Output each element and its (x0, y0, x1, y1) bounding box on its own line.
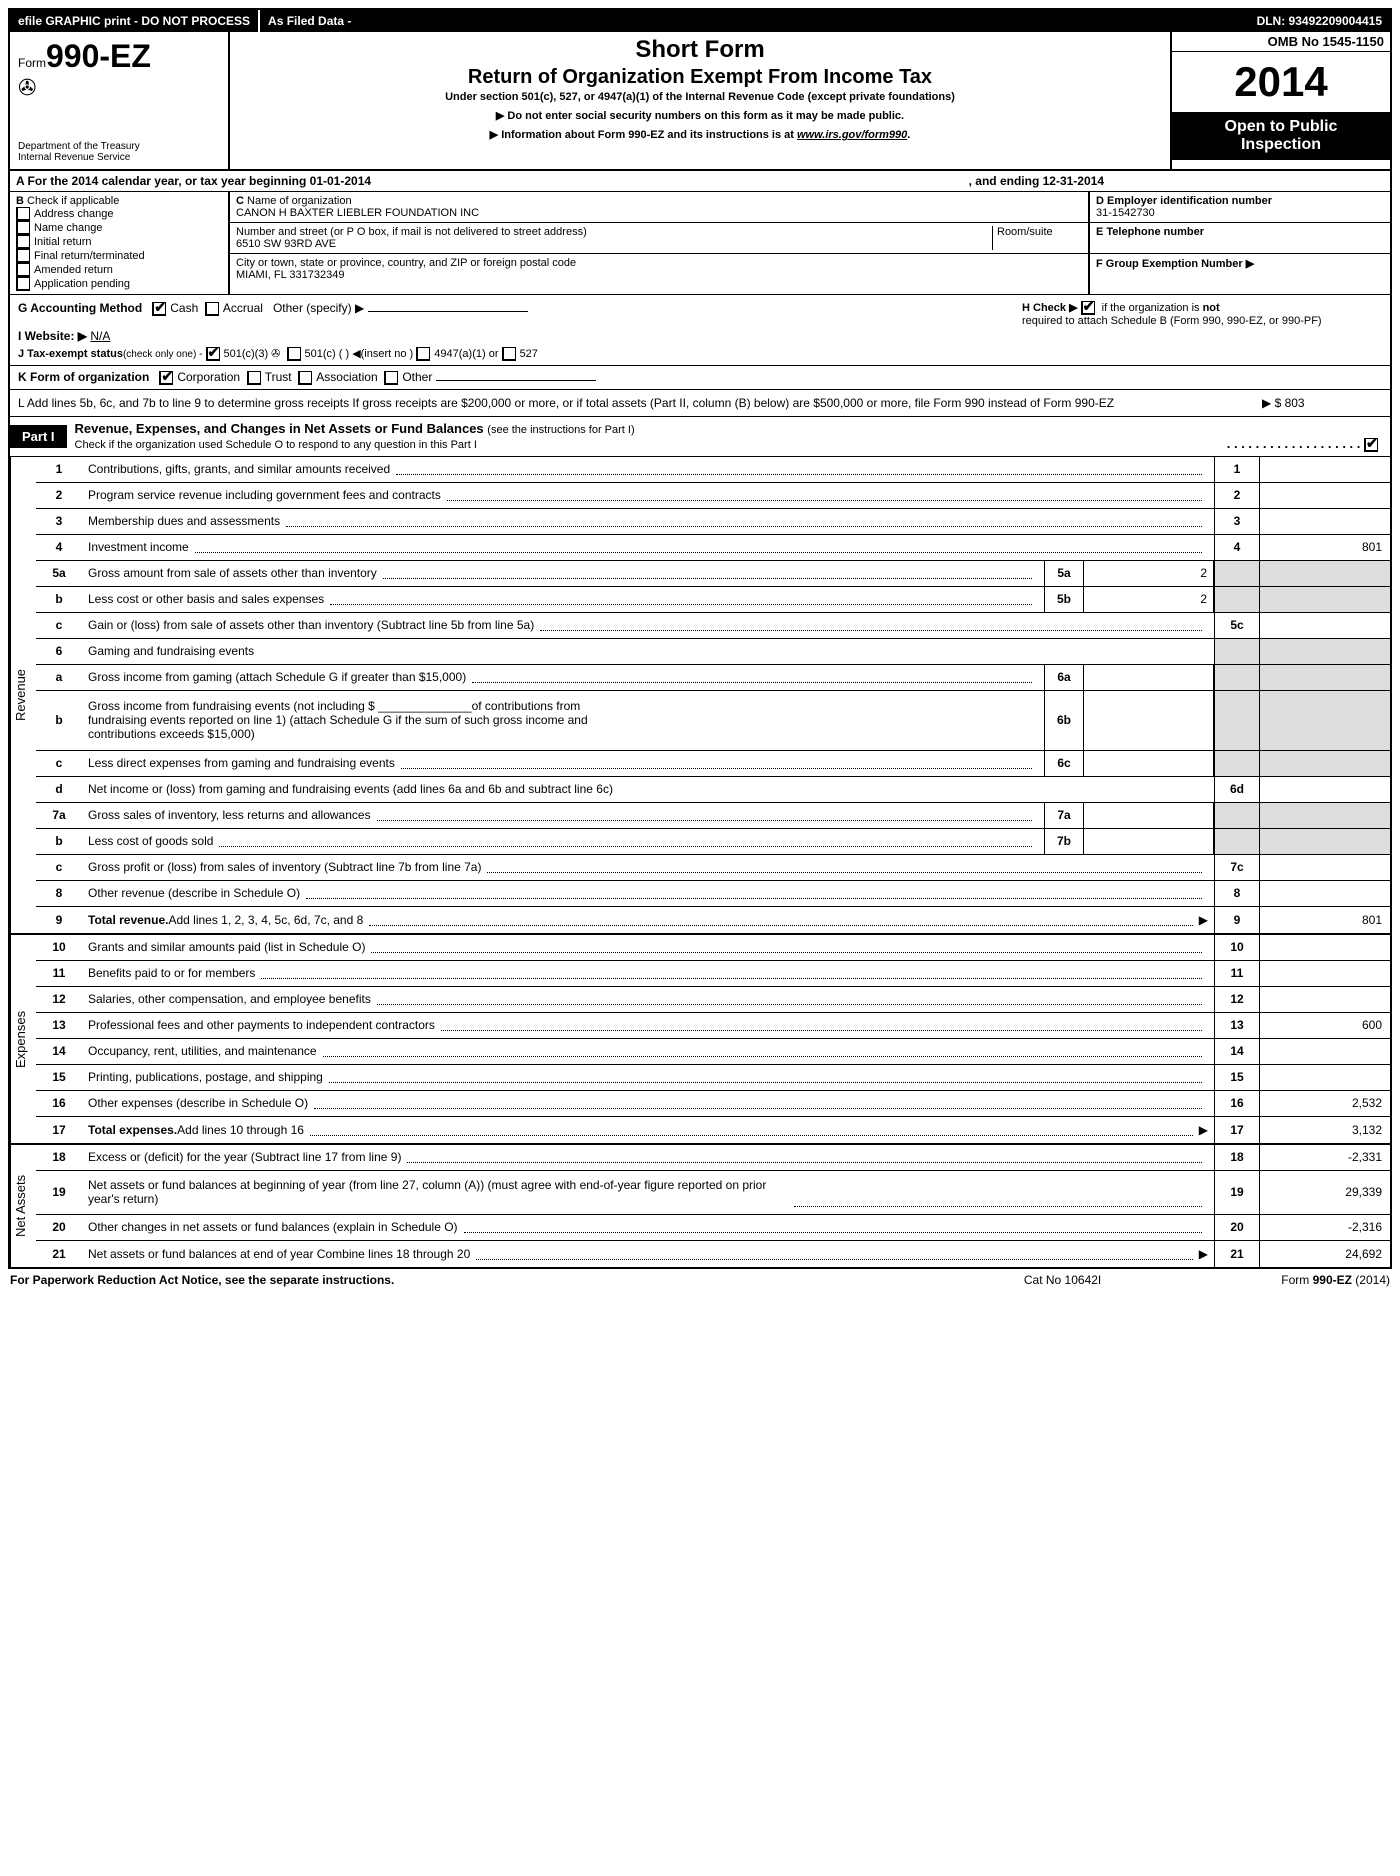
dept-treasury: Department of the Treasury (18, 141, 220, 152)
chk-address-change[interactable] (16, 207, 30, 221)
val-6d (1260, 777, 1390, 802)
section-g-h: G Accounting Method Cash Accrual Other (… (10, 295, 1390, 327)
row-a: A For the 2014 calendar year, or tax yea… (10, 171, 1390, 192)
under-section: Under section 501(c), 527, or 4947(a)(1)… (238, 91, 1162, 103)
org-city: MIAMI, FL 331732349 (236, 269, 344, 281)
chk-527[interactable] (502, 347, 516, 361)
form990-link[interactable]: www.irs.gov/form990 (797, 129, 907, 141)
val-3 (1260, 509, 1390, 534)
val-5b: 2 (1084, 587, 1214, 612)
chk-trust[interactable] (247, 371, 261, 385)
val-19: 29,339 (1260, 1171, 1390, 1214)
val-17: 3,132 (1260, 1117, 1390, 1143)
omb-number: OMB No 1545-1150 (1172, 32, 1390, 52)
part-1-header: Part I Revenue, Expenses, and Changes in… (10, 417, 1390, 457)
page-footer: For Paperwork Reduction Act Notice, see … (8, 1269, 1392, 1291)
cat-no: Cat No 10642I (1024, 1273, 1101, 1287)
chk-schedule-o[interactable] (1364, 438, 1378, 452)
side-net-assets: Net Assets (10, 1145, 36, 1267)
chk-4947[interactable] (416, 347, 430, 361)
row-a-begin: A For the 2014 calendar year, or tax yea… (16, 174, 969, 188)
dept-irs: Internal Revenue Service (18, 152, 220, 163)
row-a-end: , and ending 12-31-2014 (969, 174, 1104, 188)
chk-initial-return[interactable] (16, 235, 30, 249)
chk-cash[interactable] (152, 302, 166, 316)
dln: DLN: 93492209004415 (1249, 10, 1390, 32)
form-container: efile GRAPHIC print - DO NOT PROCESS As … (8, 8, 1392, 1269)
val-4: 801 (1260, 535, 1390, 560)
irs-seal-icon: ✇ (18, 75, 220, 101)
val-5a: 2 (1084, 561, 1214, 586)
chk-final-return[interactable] (16, 249, 30, 263)
val-10 (1260, 935, 1390, 960)
org-name: CANON H BAXTER LIEBLER FOUNDATION INC (236, 207, 479, 219)
chk-corporation[interactable] (159, 371, 173, 385)
revenue-table: Revenue 1Contributions, gifts, grants, a… (10, 457, 1390, 935)
val-2 (1260, 483, 1390, 508)
top-bar: efile GRAPHIC print - DO NOT PROCESS As … (10, 10, 1390, 32)
chk-application-pending[interactable] (16, 277, 30, 291)
form-prefix: Form (18, 56, 46, 70)
section-i: I Website: ▶ N/A (10, 327, 1390, 345)
note-ssn: ▶ Do not enter social security numbers o… (238, 109, 1162, 122)
side-expenses: Expenses (10, 935, 36, 1143)
paperwork-notice: For Paperwork Reduction Act Notice, see … (10, 1273, 1024, 1287)
val-11 (1260, 961, 1390, 986)
val-21: 24,692 (1260, 1241, 1390, 1267)
efile-notice: efile GRAPHIC print - DO NOT PROCESS (10, 10, 258, 32)
val-6a (1084, 665, 1214, 690)
val-7c (1260, 855, 1390, 880)
section-l: L Add lines 5b, 6c, and 7b to line 9 to … (10, 390, 1390, 417)
section-k: K Form of organization Corporation Trust… (10, 366, 1390, 390)
val-18: -2,331 (1260, 1145, 1390, 1170)
ein: 31-1542730 (1096, 207, 1155, 219)
val-14 (1260, 1039, 1390, 1064)
chk-schedule-b[interactable] (1081, 301, 1095, 315)
chk-501c3[interactable] (206, 347, 220, 361)
val-6c (1084, 751, 1214, 776)
expenses-table: Expenses 10Grants and similar amounts pa… (10, 935, 1390, 1145)
tax-year: 2014 (1172, 52, 1390, 112)
val-5c (1260, 613, 1390, 638)
val-7b (1084, 829, 1214, 854)
val-15 (1260, 1065, 1390, 1090)
val-6b (1084, 691, 1214, 750)
chk-name-change[interactable] (16, 221, 30, 235)
org-address: 6510 SW 93RD AVE (236, 238, 336, 250)
form-footer: Form 990-EZ (2014) (1281, 1273, 1390, 1287)
header-row: Form990-EZ ✇ Department of the Treasury … (10, 32, 1390, 171)
val-13: 600 (1260, 1013, 1390, 1038)
val-7a (1084, 803, 1214, 828)
part-1-tab: Part I (10, 425, 67, 448)
val-1 (1260, 457, 1390, 482)
section-j: J Tax-exempt status(check only one) - 50… (10, 345, 1390, 366)
form-number: 990-EZ (46, 38, 151, 74)
website: N/A (90, 329, 110, 343)
chk-501c[interactable] (287, 347, 301, 361)
side-revenue: Revenue (10, 457, 36, 933)
chk-association[interactable] (298, 371, 312, 385)
return-title: Return of Organization Exempt From Incom… (238, 66, 1162, 89)
col-c: C Name of organization CANON H BAXTER LI… (230, 192, 1090, 294)
val-16: 2,532 (1260, 1091, 1390, 1116)
chk-accrual[interactable] (205, 302, 219, 316)
block-bcd: B Check if applicable Address change Nam… (10, 192, 1390, 295)
open-public-1: Open to Public (1176, 118, 1386, 136)
val-20: -2,316 (1260, 1215, 1390, 1240)
val-9: 801 (1260, 907, 1390, 933)
chk-amended-return[interactable] (16, 263, 30, 277)
col-b: B Check if applicable Address change Nam… (10, 192, 230, 294)
col-d: D Employer identification number31-15427… (1090, 192, 1390, 294)
net-assets-table: Net Assets 18Excess or (deficit) for the… (10, 1145, 1390, 1267)
note-info: ▶ Information about Form 990-EZ and its … (238, 128, 1162, 141)
chk-other-org[interactable] (384, 371, 398, 385)
as-filed: As Filed Data - (258, 10, 359, 32)
val-8 (1260, 881, 1390, 906)
val-12 (1260, 987, 1390, 1012)
short-form: Short Form (238, 36, 1162, 64)
open-public-2: Inspection (1176, 136, 1386, 154)
gross-receipts: ▶ $ 803 (1262, 396, 1382, 410)
